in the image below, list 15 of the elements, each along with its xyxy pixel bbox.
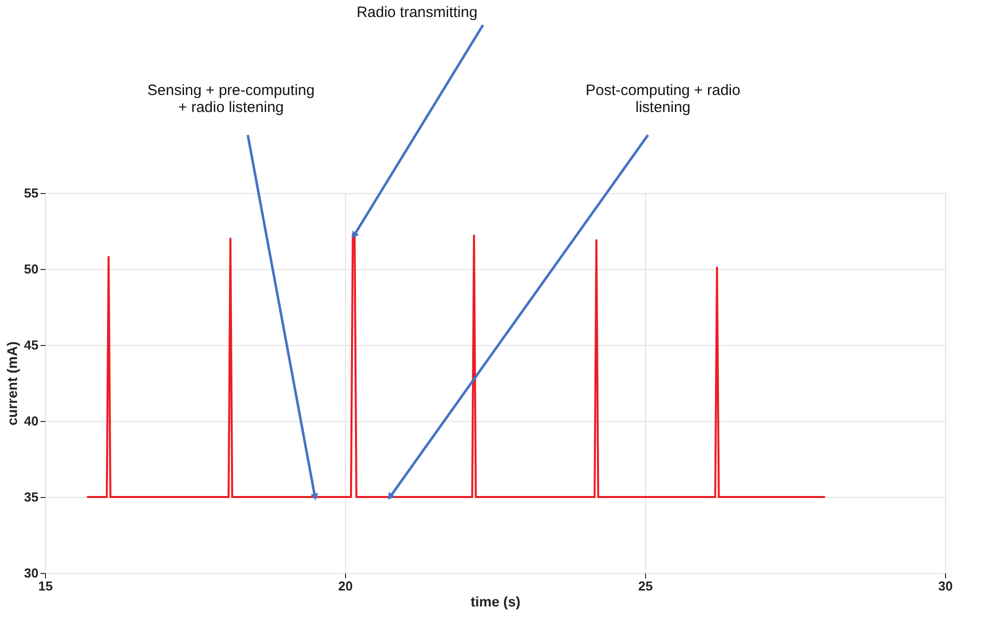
x-tick-label: 25	[638, 578, 653, 594]
y-tick-label: 45	[24, 338, 38, 352]
y-axis-title: current (mA)	[4, 341, 20, 426]
x-axis-title: time (s)	[470, 594, 520, 610]
y-tick-label: 55	[24, 186, 38, 200]
y-tick-label: 40	[24, 414, 38, 428]
x-tick-label: 20	[338, 578, 353, 594]
y-tick-label: 50	[24, 262, 38, 276]
x-tick-label: 30	[938, 578, 953, 594]
annotation: Post-computing + radio listening	[586, 82, 740, 116]
x-tick-label: 15	[38, 578, 53, 594]
y-tick-label: 35	[24, 490, 38, 504]
annotation: Sensing + pre-computing + radio listening	[147, 82, 315, 116]
annotation: Radio transmitting	[356, 4, 478, 21]
y-tick-label: 30	[24, 566, 38, 580]
